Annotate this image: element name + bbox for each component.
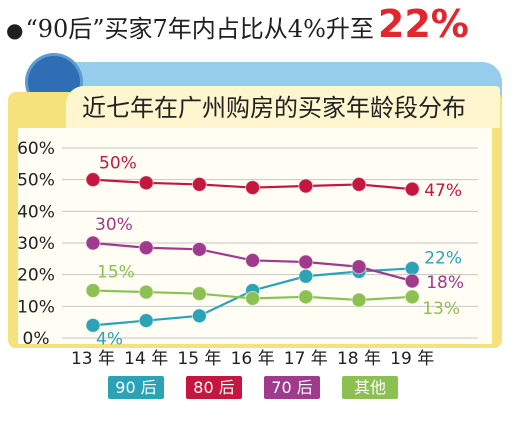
- bullet-icon: ●: [6, 18, 24, 42]
- data-point: [298, 289, 314, 305]
- data-point: [85, 235, 101, 251]
- y-tick-label: 50%: [17, 171, 55, 191]
- series-1: 50% 47%: [85, 154, 462, 201]
- data-point: [298, 178, 314, 194]
- data-label: 4%: [96, 329, 123, 349]
- headline: ● “90后”买家7年内占比从4%升至 22%: [6, 2, 512, 50]
- legend-label: 其他: [353, 377, 386, 397]
- legend-item: 70 后: [264, 376, 320, 399]
- y-tick-label: 10%: [17, 297, 55, 317]
- x-tick-label: 13 年: [71, 349, 115, 369]
- data-point: [138, 313, 154, 329]
- data-label: 22%: [424, 248, 462, 268]
- series-3: 15% 13%: [85, 263, 460, 319]
- headline-highlight: 22%: [377, 2, 469, 46]
- data-point: [404, 260, 420, 276]
- data-label: 13%: [422, 299, 460, 319]
- data-point: [138, 240, 154, 256]
- x-tick-label: 17 年: [284, 349, 328, 369]
- data-point: [404, 289, 420, 305]
- x-tick-label: 18 年: [337, 349, 381, 369]
- data-point: [245, 180, 261, 196]
- chart-title: 近七年在广州购房的买家年龄段分布: [82, 94, 466, 122]
- data-point: [191, 241, 207, 257]
- y-tick-label: 20%: [17, 266, 55, 286]
- legend-label: 70 后: [271, 377, 313, 397]
- x-tick-label: 15 年: [177, 349, 221, 369]
- x-tick-label: 19 年: [390, 349, 434, 369]
- data-point: [298, 268, 314, 284]
- data-point: [404, 181, 420, 197]
- legend-item: 其他: [342, 376, 398, 399]
- title-band: [66, 86, 500, 128]
- data-point: [191, 308, 207, 324]
- legend-item: 80 后: [186, 376, 242, 399]
- data-point: [138, 175, 154, 191]
- y-tick-label: 40%: [17, 202, 55, 222]
- data-point: [298, 254, 314, 270]
- data-point: [245, 290, 261, 306]
- x-tick-label: 14 年: [124, 349, 168, 369]
- data-label: 47%: [424, 181, 462, 201]
- data-point: [351, 292, 367, 308]
- series-2: 30% 18%: [85, 215, 464, 293]
- data-label: 50%: [99, 154, 137, 174]
- y-tick-label: 0%: [23, 329, 50, 349]
- data-label: 15%: [97, 263, 135, 283]
- legend-item: 90 后: [108, 376, 164, 399]
- data-point: [404, 273, 420, 289]
- data-point: [85, 317, 101, 333]
- data-point: [351, 176, 367, 192]
- headline-text: “90后”买家7年内占比从4%升至: [25, 15, 374, 43]
- data-point: [138, 284, 154, 300]
- grid: 0% 10% 20% 30% 40% 50% 60%: [17, 139, 478, 349]
- y-tick-label: 60%: [17, 139, 55, 159]
- data-point: [245, 252, 261, 268]
- x-tick-label: 16 年: [231, 349, 275, 369]
- data-point: [191, 286, 207, 302]
- data-point: [85, 283, 101, 298]
- legend: 90 后 80 后 70 后 其他: [108, 376, 398, 399]
- y-tick-label: 30%: [17, 234, 55, 254]
- data-point: [191, 176, 207, 192]
- legend-label: 80 后: [193, 377, 235, 397]
- data-label: 30%: [95, 215, 133, 235]
- data-point: [85, 172, 101, 188]
- x-axis: 13 年 14 年 15 年 16 年 17 年 18 年 19 年: [71, 349, 434, 369]
- data-label: 18%: [426, 273, 464, 293]
- data-point: [351, 259, 367, 275]
- legend-label: 90 后: [115, 377, 157, 397]
- plot-panel: [18, 128, 492, 344]
